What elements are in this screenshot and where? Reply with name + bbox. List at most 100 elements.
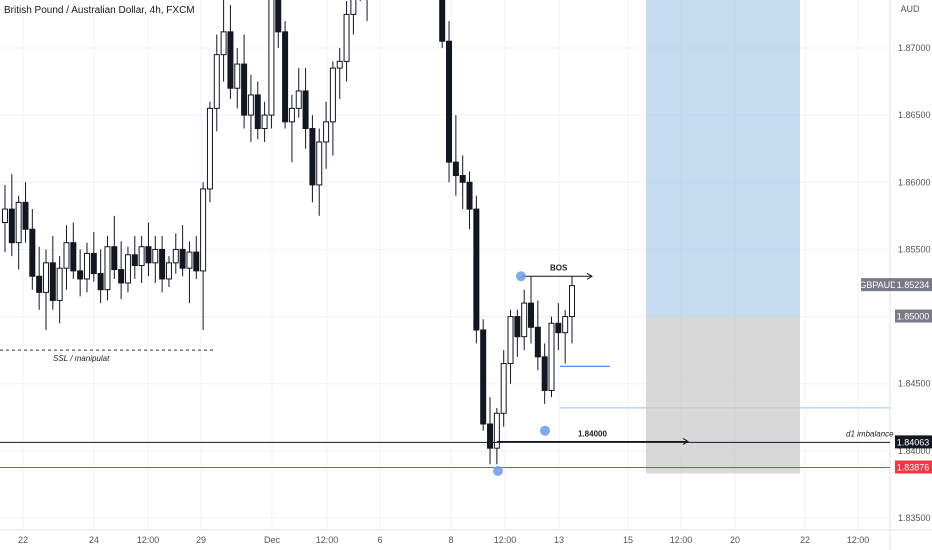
candle-up bbox=[247, 94, 254, 116]
candle-up bbox=[323, 121, 330, 143]
candle-down bbox=[159, 248, 166, 280]
candle-down bbox=[534, 326, 541, 358]
candle-down bbox=[227, 31, 234, 89]
price-tag-bg bbox=[895, 309, 932, 323]
candle-down bbox=[446, 40, 453, 163]
price-tick-label: 1.84500 bbox=[898, 379, 931, 389]
candle-down bbox=[254, 94, 261, 130]
time-tick-label: 29 bbox=[196, 535, 206, 545]
time-tick-label: 12:00 bbox=[670, 535, 693, 545]
candle-down bbox=[241, 63, 248, 116]
candle-up bbox=[200, 188, 207, 272]
candle-down bbox=[8, 208, 15, 244]
position-target-zone[interactable] bbox=[646, 0, 800, 317]
candle-down bbox=[282, 31, 289, 123]
candle-up bbox=[268, 0, 275, 116]
candle-down bbox=[302, 90, 309, 130]
chart-title: British Pound / Australian Dollar, 4h, F… bbox=[4, 5, 195, 16]
swing-marker bbox=[493, 465, 503, 476]
price-tag-bg bbox=[895, 460, 932, 474]
candle-down bbox=[452, 161, 459, 177]
candle-down bbox=[275, 0, 282, 33]
time-tick-label: Dec bbox=[264, 535, 281, 545]
candle-down bbox=[193, 251, 200, 272]
level-1-84-label: 1.84000 bbox=[578, 429, 607, 438]
time-tick-label: 15 bbox=[623, 535, 633, 545]
candle-up bbox=[329, 67, 336, 123]
price-tag-label: 1.85000 bbox=[897, 312, 930, 322]
candle-down bbox=[439, 0, 446, 42]
price-tag-symbol: GBPAUD bbox=[859, 280, 897, 290]
candle-down bbox=[466, 181, 473, 210]
price-tag-bg bbox=[895, 278, 932, 292]
price-tick-label: 1.87000 bbox=[898, 43, 931, 53]
price-tag-label: 1.85234 bbox=[897, 280, 930, 290]
candle-down bbox=[541, 356, 548, 391]
price-tag-symbol-bg bbox=[861, 278, 895, 292]
bos-label: BOS bbox=[550, 263, 568, 272]
time-tick-label: 13 bbox=[554, 535, 564, 545]
time-tick-label: 8 bbox=[448, 535, 453, 545]
candle-down bbox=[70, 242, 77, 272]
time-tick-label: 12:00 bbox=[494, 535, 517, 545]
time-tick-label: 22 bbox=[800, 535, 810, 545]
candle-up bbox=[172, 248, 179, 264]
level-1-84-arrow-head bbox=[682, 438, 689, 445]
time-tick-label: 24 bbox=[89, 535, 99, 545]
candle-up bbox=[56, 267, 63, 301]
price-tick-label: 1.84000 bbox=[898, 446, 931, 456]
ssl-label: SSL / manipulat bbox=[53, 354, 110, 363]
price-tick-label: 1.86500 bbox=[898, 110, 931, 120]
candle-up bbox=[15, 201, 22, 244]
candle-down bbox=[118, 269, 125, 284]
candle-series bbox=[2, 0, 575, 465]
position-stop-zone[interactable] bbox=[646, 316, 800, 474]
candle-up bbox=[138, 246, 145, 267]
candle-up bbox=[2, 208, 8, 224]
time-tick-label: 12:00 bbox=[137, 535, 160, 545]
candle-up bbox=[83, 252, 90, 280]
candle-down bbox=[22, 201, 29, 230]
candle-up bbox=[350, 0, 357, 15]
candle-up bbox=[295, 90, 302, 109]
price-tags: 1.890991.882451.878561.87648GBPAUD1.8523… bbox=[859, 278, 932, 474]
price-tag-label: 1.83876 bbox=[897, 463, 930, 473]
candle-up bbox=[316, 141, 323, 186]
candle-down bbox=[480, 329, 487, 425]
price-tick-label: 1.85500 bbox=[898, 244, 931, 254]
candle-up bbox=[569, 285, 575, 318]
time-tick-label: 12:00 bbox=[847, 535, 870, 545]
candle-up bbox=[521, 302, 528, 338]
candle-up bbox=[104, 246, 111, 291]
candle-down bbox=[90, 252, 97, 275]
time-tick-label: 12:00 bbox=[316, 535, 339, 545]
candle-up bbox=[220, 31, 227, 56]
candle-down bbox=[459, 175, 466, 183]
candle-down bbox=[111, 246, 118, 271]
candle-up bbox=[562, 316, 569, 334]
d1-imbalance-label: d1 imbalance bbox=[846, 429, 894, 438]
candle-down bbox=[473, 208, 480, 331]
price-tag-bg bbox=[895, 435, 932, 449]
candle-down bbox=[97, 273, 104, 291]
candle-up bbox=[234, 63, 241, 89]
candle-down bbox=[77, 270, 84, 280]
candle-down bbox=[309, 128, 316, 186]
candle-down bbox=[49, 262, 56, 301]
candle-up bbox=[288, 107, 295, 123]
candle-up bbox=[493, 412, 500, 449]
price-tick-label: 1.83500 bbox=[898, 513, 931, 523]
candle-down bbox=[36, 275, 43, 293]
time-axis[interactable]: 22 24 12:00 29 Dec 12:00 6 8 12:00 13 15 12:00 20 22 1… bbox=[18, 535, 869, 545]
candle-up bbox=[343, 13, 350, 62]
marker-group bbox=[493, 271, 550, 476]
candle-up bbox=[42, 262, 49, 293]
candle-up bbox=[165, 262, 172, 280]
candle-up bbox=[124, 254, 131, 284]
price-tick-label: 1.86000 bbox=[898, 177, 931, 187]
candle-up bbox=[213, 54, 220, 109]
candle-down bbox=[514, 316, 521, 338]
candle-down bbox=[29, 228, 36, 277]
candle-down bbox=[145, 246, 152, 264]
